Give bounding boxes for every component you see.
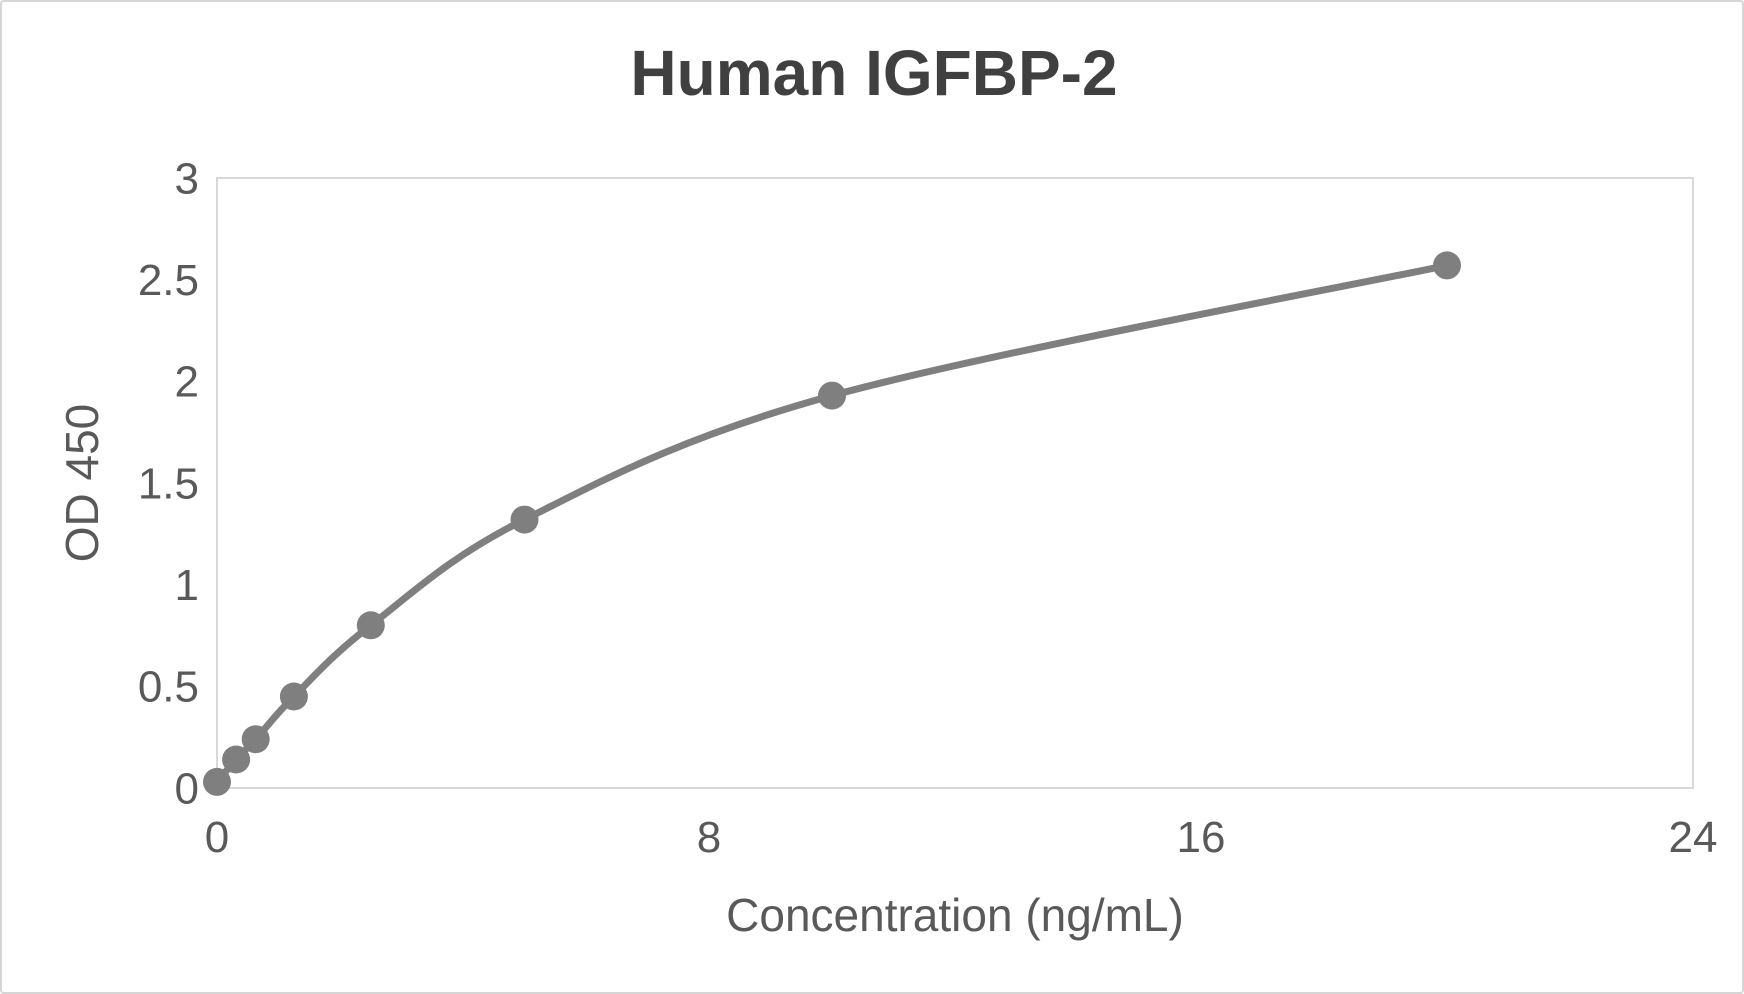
y-tick-label: 1 (175, 561, 199, 610)
data-point-marker (356, 611, 385, 640)
data-point-marker (279, 682, 308, 711)
x-tick-label: 0 (205, 813, 229, 862)
x-tick-label: 8 (697, 813, 721, 862)
y-tick-label: 3 (175, 154, 199, 203)
y-tick-label: 1.5 (138, 459, 199, 508)
x-tick-label: 16 (1177, 813, 1226, 862)
x-tick-label: 24 (1669, 813, 1718, 862)
plot-area-border (216, 177, 1694, 789)
data-point-marker (222, 745, 251, 774)
data-point-marker (203, 767, 231, 796)
standard-curve-line (213, 261, 1451, 786)
y-tick-label: 0.5 (138, 663, 199, 712)
y-axis-tick-labels: 0 0.5 1 1.5 2 2.5 3 (138, 154, 199, 813)
y-tick-label: 0 (175, 764, 199, 813)
data-point-marker (510, 505, 539, 534)
chart-title: Human IGFBP-2 (630, 37, 1118, 109)
y-tick-label: 2.5 (138, 256, 199, 305)
data-point-marker (241, 725, 270, 754)
data-point-marker (1433, 251, 1461, 280)
x-axis-title: Concentration (ng/mL) (726, 889, 1184, 941)
data-point-markers (203, 251, 1461, 796)
x-axis-tick-labels: 0 8 16 24 (205, 813, 1718, 862)
data-point-marker (818, 381, 846, 410)
y-tick-label: 2 (175, 358, 199, 407)
